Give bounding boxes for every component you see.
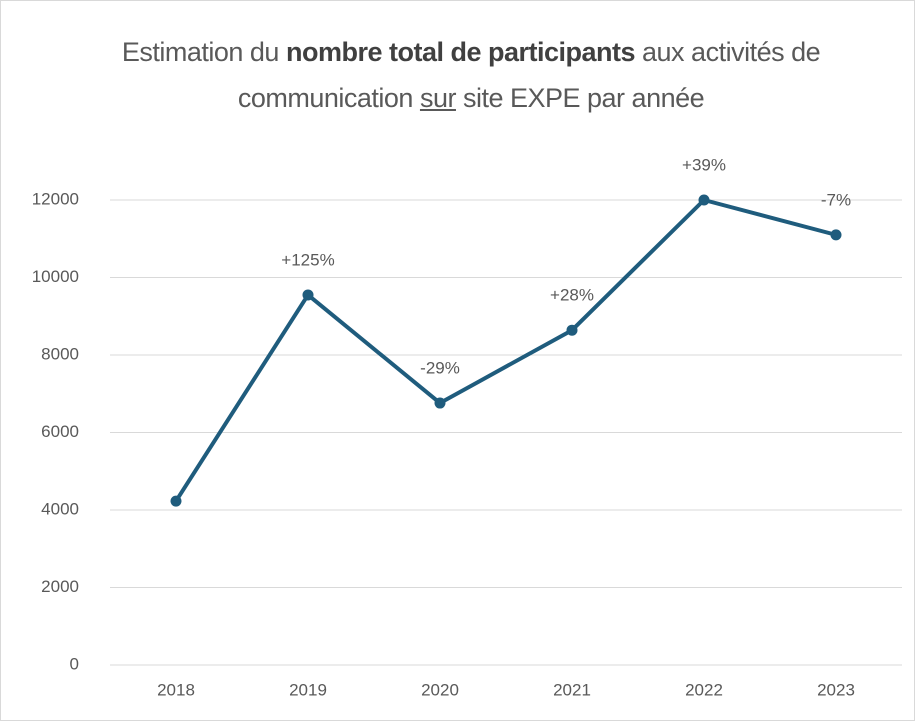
point [698, 194, 710, 206]
title-part: site EXPE par année [455, 83, 705, 113]
title-part: aux activités de communication [237, 37, 821, 113]
line [174, 198, 837, 503]
y-tick-label: 0 [70, 654, 79, 673]
annotation: +39% [682, 155, 726, 174]
title-part: sur [419, 83, 457, 113]
x-tick-label: 2018 [157, 680, 195, 699]
annotation: +28% [550, 286, 594, 305]
point [434, 397, 446, 409]
y-tick-label: 12000 [32, 189, 79, 208]
y-tick-label: 8000 [41, 344, 79, 363]
x-tick-label: 2023 [817, 680, 855, 699]
point [566, 324, 578, 336]
x-tick-label: 2019 [289, 680, 327, 699]
x-tick-label: 2021 [553, 680, 591, 699]
annotation: -7% [821, 190, 851, 209]
y-tick-label: 4000 [41, 499, 79, 518]
title-part: Estimation du [121, 37, 286, 67]
y-tick-label: 6000 [41, 422, 79, 441]
annotation: +125% [281, 250, 334, 269]
point [302, 289, 314, 301]
annotation: -29% [420, 359, 460, 378]
y-tick-label: 10000 [32, 267, 79, 286]
title-part: nombre total de participants [285, 37, 636, 67]
y-tick-label: 2000 [41, 577, 79, 596]
x-tick-label: 2022 [685, 680, 723, 699]
point [830, 229, 842, 241]
point [170, 495, 182, 507]
chart-title: Estimation du nombre total de participan… [101, 29, 841, 121]
x-tick-label: 2020 [421, 680, 459, 699]
